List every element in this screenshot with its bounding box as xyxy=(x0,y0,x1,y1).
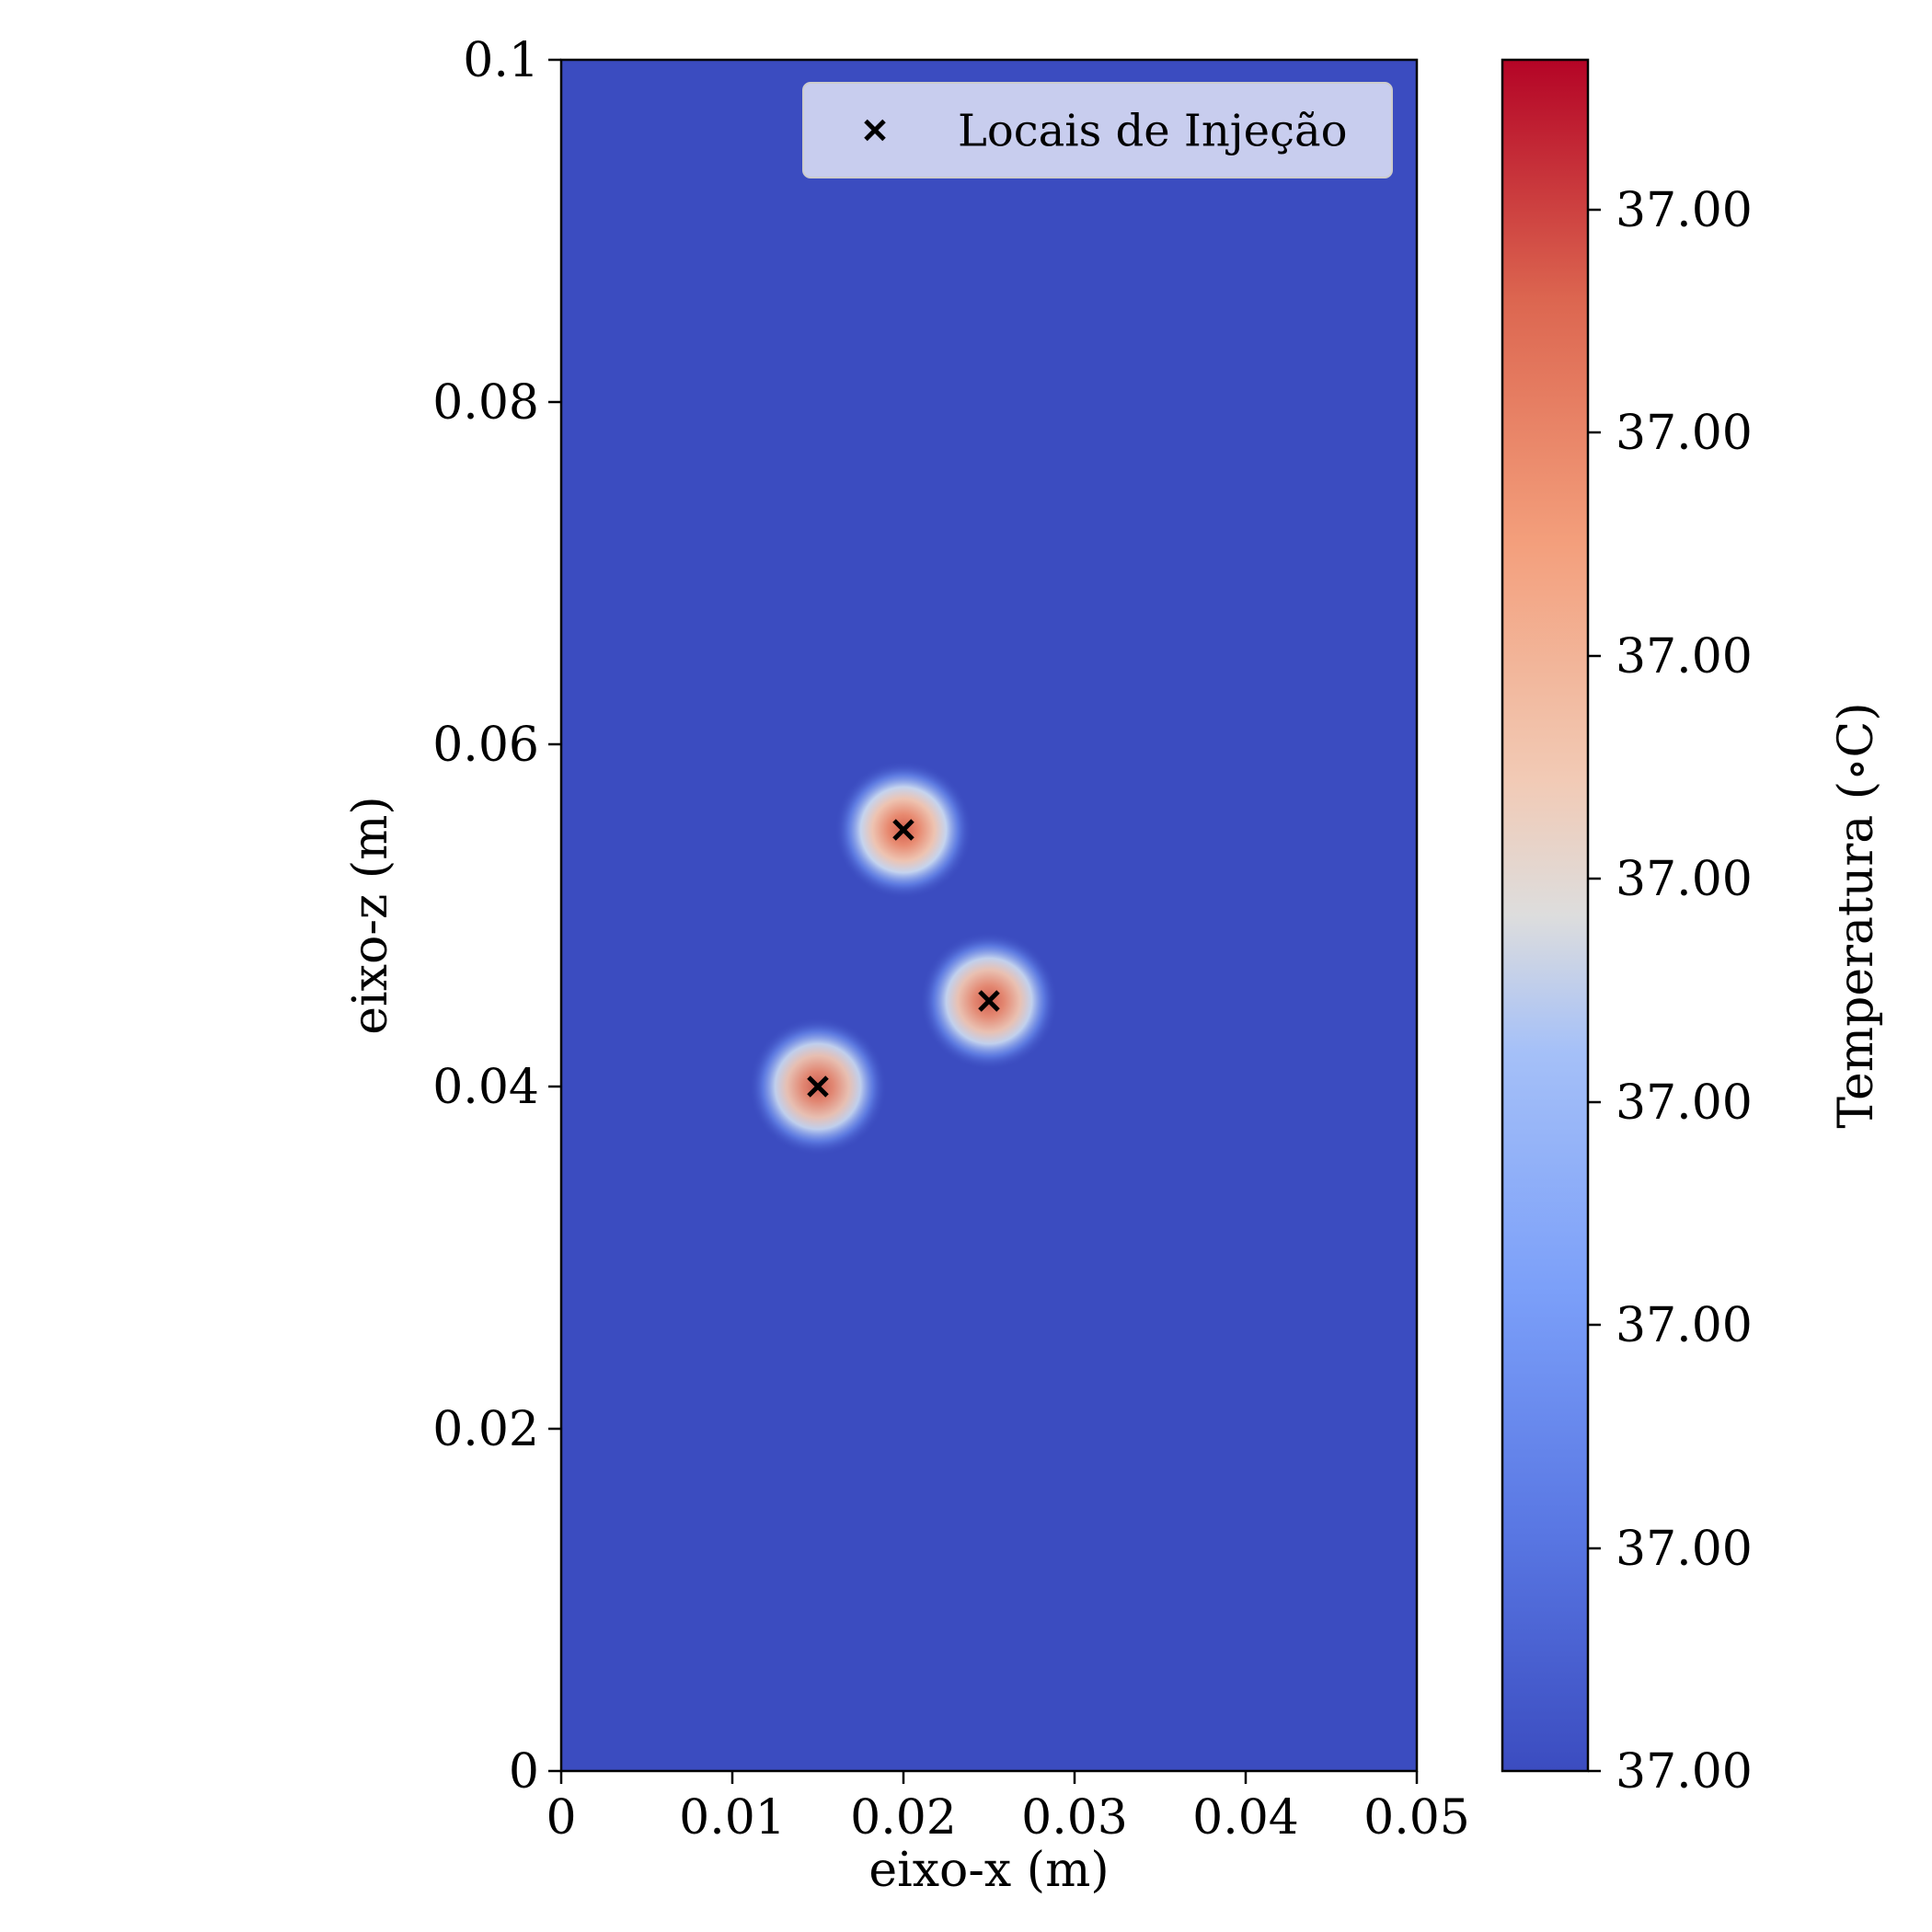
x-axis-label: eixo-x (m) xyxy=(868,1843,1109,1898)
colorbar-tick-label: 37.00 xyxy=(1616,629,1753,684)
colorbar: 37.00 37.00 37.00 37.00 37.00 37.00 37.00 37.00… xyxy=(1501,58,1884,1800)
legend: Locais de Injeção xyxy=(802,82,1393,178)
colorbar-tick-label: 37.00 xyxy=(1616,406,1753,461)
y-tick-label: 0.08 xyxy=(432,375,539,431)
colorbar-gradient xyxy=(1501,58,1590,1773)
plot-frame xyxy=(559,58,1419,1773)
y-tick-label: 0.02 xyxy=(432,1402,539,1457)
y-tick-label: 0.06 xyxy=(432,718,539,773)
colorbar-tick-label: 37.00 xyxy=(1616,1744,1753,1800)
colorbar-tick-label: 37.00 xyxy=(1616,1522,1753,1577)
legend-label: Locais de Injeção xyxy=(958,106,1347,157)
legend-box xyxy=(802,82,1393,178)
injection-marker xyxy=(978,990,1000,1012)
legend-marker xyxy=(864,119,886,142)
x-tick-label: 0.05 xyxy=(1363,1790,1470,1846)
colorbar-tick-label: 37.00 xyxy=(1616,183,1753,238)
y-tick-label: 0 xyxy=(509,1744,539,1800)
injection-marker xyxy=(892,819,914,841)
heatmap-background xyxy=(561,60,1417,1771)
y-tick-label: 0.1 xyxy=(463,33,539,88)
x-tick-label: 0.03 xyxy=(1021,1790,1128,1846)
x-tick-label: 0.01 xyxy=(679,1790,786,1846)
colorbar-tick-label: 37.00 xyxy=(1616,852,1753,907)
x-tick-label: 0.04 xyxy=(1192,1790,1299,1846)
colorbar-tick-label: 37.00 xyxy=(1616,1075,1753,1131)
x-tick-label: 0.02 xyxy=(850,1790,957,1846)
axes: 0 0.01 0.02 0.03 0.04 0.05 0 0.02 0.04 0.06 0.08 0.… xyxy=(343,33,1470,1898)
y-tick-label: 0.04 xyxy=(432,1060,539,1115)
y-axis-label: eixo-z (m) xyxy=(343,796,398,1034)
injection-marker xyxy=(807,1075,829,1098)
plot-area xyxy=(561,60,1417,1771)
colorbar-label: Temperatura (∘C) xyxy=(1829,702,1884,1128)
x-tick-label: 0 xyxy=(546,1790,576,1846)
colorbar-tick-label: 37.00 xyxy=(1616,1298,1753,1353)
